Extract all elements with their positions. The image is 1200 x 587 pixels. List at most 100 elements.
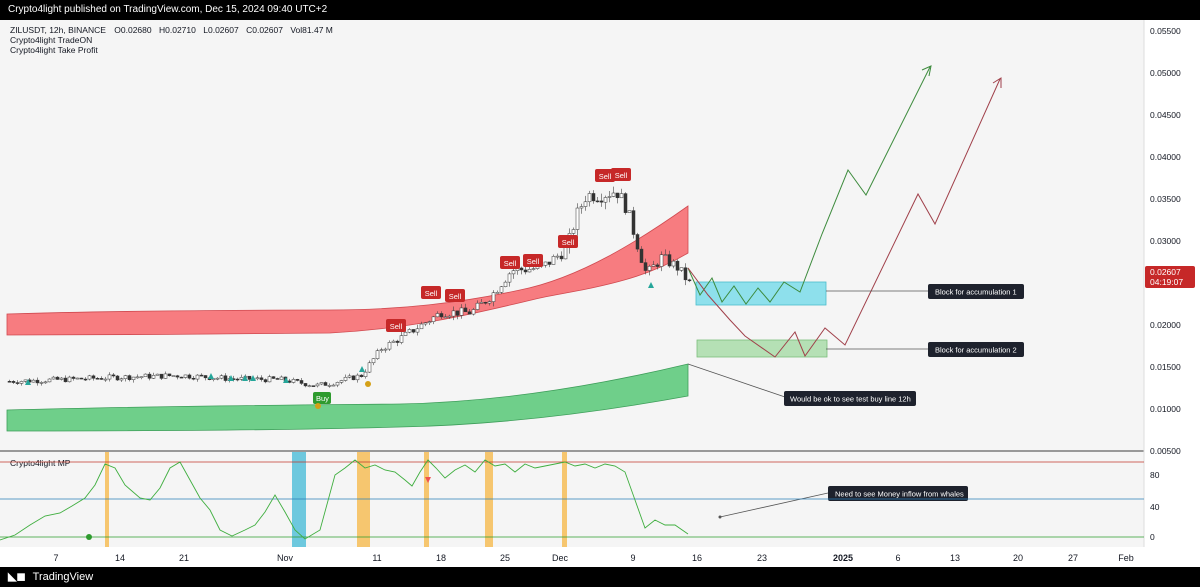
candle-body xyxy=(407,329,412,333)
candle-body xyxy=(647,266,652,271)
candle-body xyxy=(119,378,124,381)
candle-body xyxy=(615,192,620,199)
candle-body xyxy=(351,375,356,381)
candle-body xyxy=(495,291,500,294)
candle-body xyxy=(555,255,560,258)
candle-body xyxy=(671,260,676,267)
candle-body xyxy=(419,323,424,330)
time-tick: 7 xyxy=(53,553,58,563)
buy-line-connector xyxy=(687,363,786,398)
sell-signal-bg[interactable] xyxy=(386,319,406,332)
sell-signal-bg[interactable] xyxy=(595,169,615,182)
candle-body xyxy=(503,281,508,287)
candle-body xyxy=(59,377,64,380)
candle-body xyxy=(267,376,272,383)
candle-body xyxy=(103,378,108,381)
block2-label: Block for accumulation 2 xyxy=(935,346,1017,355)
candle-body xyxy=(607,196,612,198)
price-axis[interactable]: 0.05500 0.05000 0.04500 0.04000 0.03500 0.030… xyxy=(1150,26,1181,456)
candle-body xyxy=(631,210,636,235)
time-tick: 14 xyxy=(115,553,125,563)
time-tick: 27 xyxy=(1068,553,1078,563)
sell-signal-bg[interactable] xyxy=(611,168,631,181)
price-tick: 0.03500 xyxy=(1150,194,1181,204)
footer-brand: TradingView xyxy=(32,571,94,583)
current-price-tag[interactable] xyxy=(1145,266,1195,288)
buy-marker-triangle xyxy=(359,366,365,372)
candle-body xyxy=(583,201,588,207)
candle-body xyxy=(15,382,20,384)
candle-body xyxy=(139,376,144,378)
candle-body xyxy=(307,385,312,387)
legend-low: 0.02607 xyxy=(208,25,239,35)
candle-body xyxy=(651,264,656,267)
candle-body xyxy=(411,329,416,333)
candle-body xyxy=(479,302,484,304)
current-price-value: 0.02607 xyxy=(1150,267,1181,277)
candle-body xyxy=(135,376,140,379)
candle-body xyxy=(403,331,408,336)
sell-signal-bg[interactable] xyxy=(558,235,578,248)
whales-connector-dot xyxy=(718,515,722,519)
sell-signal-bg[interactable] xyxy=(445,289,465,302)
candle-body xyxy=(623,193,628,213)
candle-body xyxy=(271,376,276,379)
coin-icon xyxy=(315,403,321,409)
price-tick: 0.02000 xyxy=(1150,320,1181,330)
sell-signal-bg[interactable] xyxy=(523,254,543,267)
oscillator-highlight-bar xyxy=(357,452,370,547)
oscillator-highlight-bar xyxy=(105,452,109,547)
legend-open-label: O xyxy=(114,25,121,35)
time-tick: 23 xyxy=(757,553,767,563)
price-tick: 0.05000 xyxy=(1150,68,1181,78)
sell-signal-label: Sell xyxy=(615,171,628,180)
candle-body xyxy=(347,375,352,378)
candle-body xyxy=(295,379,300,381)
price-tick: 0.01000 xyxy=(1150,404,1181,414)
time-tick: 11 xyxy=(372,553,381,563)
sell-signal-bg[interactable] xyxy=(421,286,441,299)
whales-note-bg[interactable] xyxy=(828,486,968,501)
chart-svg[interactable]: ZILUSDT, 12h, BINANCE O0.02680 H0.02710 … xyxy=(0,20,1200,567)
oscillator-tick: 40 xyxy=(1150,502,1160,512)
candle-body xyxy=(463,307,468,313)
legend-symbol: ZILUSDT, 12h, BINANCE xyxy=(10,25,106,35)
price-tick: 0.03000 xyxy=(1150,236,1181,246)
candle-body xyxy=(75,377,80,380)
legend-vol-label: Vol xyxy=(290,25,302,35)
time-axis[interactable]: 71421Nov4111825Dec9162320256132027Feb xyxy=(53,553,1133,563)
time-tick: Feb xyxy=(1118,553,1134,563)
buy-markers xyxy=(25,282,654,385)
time-tick: 2025 xyxy=(833,553,853,563)
sell-signal-bg[interactable] xyxy=(500,256,520,269)
buy-line-note-bg[interactable] xyxy=(784,391,916,406)
candle-body xyxy=(399,335,404,343)
candle-body xyxy=(527,269,532,273)
candle-body xyxy=(275,378,280,380)
block1-label-bg[interactable] xyxy=(928,284,1024,299)
candle-body xyxy=(467,311,472,315)
candle-body xyxy=(71,376,76,379)
candle-body xyxy=(55,376,60,380)
candle-body xyxy=(391,340,396,343)
indicator-takeprofit[interactable]: Crypto4light Take Profit xyxy=(10,45,98,55)
candle-body xyxy=(415,328,420,333)
candle-body xyxy=(127,375,132,380)
indicator-tradeon[interactable]: Crypto4light TradeON xyxy=(10,35,92,45)
candle-body xyxy=(387,342,392,350)
oscillator-down-triangle xyxy=(425,477,431,483)
candle-body xyxy=(259,377,264,380)
candle-body xyxy=(143,373,148,377)
buy-signal-bg[interactable] xyxy=(313,392,331,404)
candle-body xyxy=(595,200,600,203)
oscillator-highlights xyxy=(105,452,567,547)
oscillator-pane[interactable] xyxy=(0,452,1144,547)
candle-body xyxy=(67,376,72,383)
sell-signal-label: Sell xyxy=(504,259,517,268)
countdown-value: 04:19:07 xyxy=(1150,277,1183,287)
oscillator-title[interactable]: Crypto4light MP xyxy=(10,458,71,468)
projection-path-1 xyxy=(687,66,931,305)
block2-label-bg[interactable] xyxy=(928,342,1024,357)
oscillator-axis: 80 40 0 xyxy=(1150,470,1160,542)
oscillator-highlight-bar xyxy=(562,452,567,547)
